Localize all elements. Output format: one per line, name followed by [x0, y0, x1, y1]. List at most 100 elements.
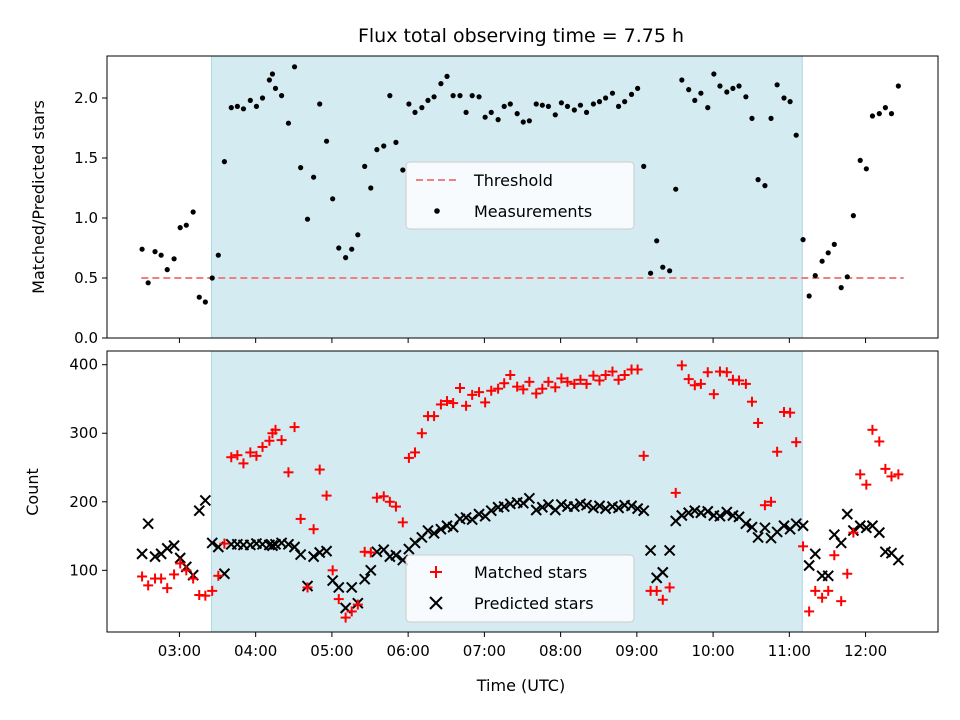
matched-star-point — [619, 369, 630, 380]
predicted-star-point — [644, 544, 657, 557]
matched-star-point — [817, 592, 828, 603]
measurement-point — [838, 285, 844, 291]
matched-star-point — [836, 596, 847, 607]
measurement-point — [673, 186, 679, 192]
measurement-point — [298, 165, 304, 171]
count-x-axis: 03:00 04:00 05:00 06:00 07:00 08:00 09:00 10:00… — [158, 632, 887, 660]
predicted-star-point — [873, 526, 886, 539]
predicted-star-point — [168, 539, 180, 552]
count-panel: 100 200 300 400 03:00 04:00 05:00 06:00 07:00 08… — [23, 350, 939, 695]
matched-star-point — [664, 582, 675, 593]
legend-measurements-label: Measurements — [474, 202, 592, 221]
matched-star-point — [486, 385, 497, 396]
matched-star-point — [676, 360, 687, 371]
measurement-point — [272, 85, 279, 91]
matched-star-point — [632, 364, 643, 375]
matched-star-point — [880, 463, 891, 474]
predicted-star-point — [587, 502, 600, 514]
measurement-point — [501, 103, 507, 109]
predicted-star-point — [161, 542, 173, 555]
matched-star-point — [314, 464, 325, 475]
measurement-point — [507, 101, 513, 107]
predicted-star-point — [599, 502, 612, 515]
matched-star-point — [766, 496, 777, 507]
predicted-star-point — [835, 537, 847, 549]
measurement-point — [736, 83, 742, 89]
measurement-point — [787, 99, 793, 105]
matched-star-point — [588, 370, 599, 381]
measurement-point — [590, 101, 597, 107]
matched-star-point — [638, 450, 649, 461]
measurement-point — [177, 225, 183, 231]
predicted-star-point — [218, 568, 231, 580]
measurement-point — [158, 252, 164, 258]
matched-star-point — [403, 452, 414, 463]
matched-star-point — [232, 450, 243, 461]
measurement-point — [768, 115, 774, 121]
measurement-point — [139, 246, 145, 252]
predicted-star-point — [702, 505, 714, 518]
matched-star-point — [333, 594, 344, 605]
matched-star-point — [531, 388, 542, 399]
y-tick-label: 400 — [69, 356, 98, 374]
measurement-point — [888, 111, 895, 117]
matched-star-point — [613, 374, 624, 385]
x-tick-label: 12:00 — [844, 642, 887, 660]
measurement-point — [698, 90, 704, 96]
count-legend: Matched stars Predicted stars — [405, 554, 635, 623]
measurement-point — [895, 83, 901, 89]
matched-star-point — [162, 583, 173, 594]
predicted-star-point — [193, 504, 205, 517]
predicted-star-point — [778, 520, 790, 532]
matched-star-point — [257, 441, 268, 452]
matched-star-point — [594, 375, 605, 386]
measurement-point — [304, 216, 311, 222]
measurement-point — [240, 106, 247, 112]
measurement-point — [628, 91, 635, 97]
matched-star-point — [689, 380, 700, 391]
matched-star-point — [143, 580, 154, 591]
matched-star-point — [785, 407, 796, 418]
matched-star-point — [448, 398, 459, 409]
measurement-point — [552, 112, 558, 118]
matched-star-point — [251, 450, 262, 461]
measurement-point — [844, 274, 850, 280]
measurement-point — [330, 196, 336, 202]
matched-star-point — [708, 389, 719, 400]
measurement-point — [667, 268, 673, 274]
predicted-star-point — [759, 522, 771, 534]
measurement-point — [806, 293, 812, 299]
measurement-point — [774, 82, 780, 88]
measurement-point — [355, 232, 361, 238]
measurement-point — [228, 105, 234, 111]
predicted-star-point — [307, 550, 320, 563]
ratio-legend-box — [405, 161, 635, 230]
measurement-point — [393, 139, 399, 145]
predicted-star-point — [593, 500, 606, 512]
matched-star-point — [848, 527, 859, 538]
measurement-point — [457, 93, 463, 99]
measurement-point — [171, 256, 177, 262]
predicted-star-point — [199, 494, 212, 507]
ratio-y-axis-label: Matched/Predicted stars — [29, 100, 48, 294]
measurement-point — [596, 99, 603, 105]
predicted-star-point — [676, 509, 688, 522]
matched-star-point — [226, 452, 237, 463]
measurement-point — [857, 157, 863, 163]
measurement-point — [495, 117, 501, 123]
measurement-point — [583, 109, 590, 115]
measurement-point — [419, 105, 425, 111]
measurement-point — [609, 90, 616, 96]
predicted-star-point — [689, 504, 701, 517]
matched-star-point — [435, 399, 446, 410]
measurement-point — [762, 183, 768, 189]
measurement-point — [571, 107, 577, 113]
measurement-point — [374, 147, 380, 153]
measurement-point — [444, 73, 450, 79]
matched-star-point — [893, 469, 904, 480]
predicted-star-point — [625, 500, 638, 512]
measurement-point — [615, 103, 622, 109]
matched-star-point — [753, 417, 764, 428]
measurement-point — [781, 95, 787, 101]
